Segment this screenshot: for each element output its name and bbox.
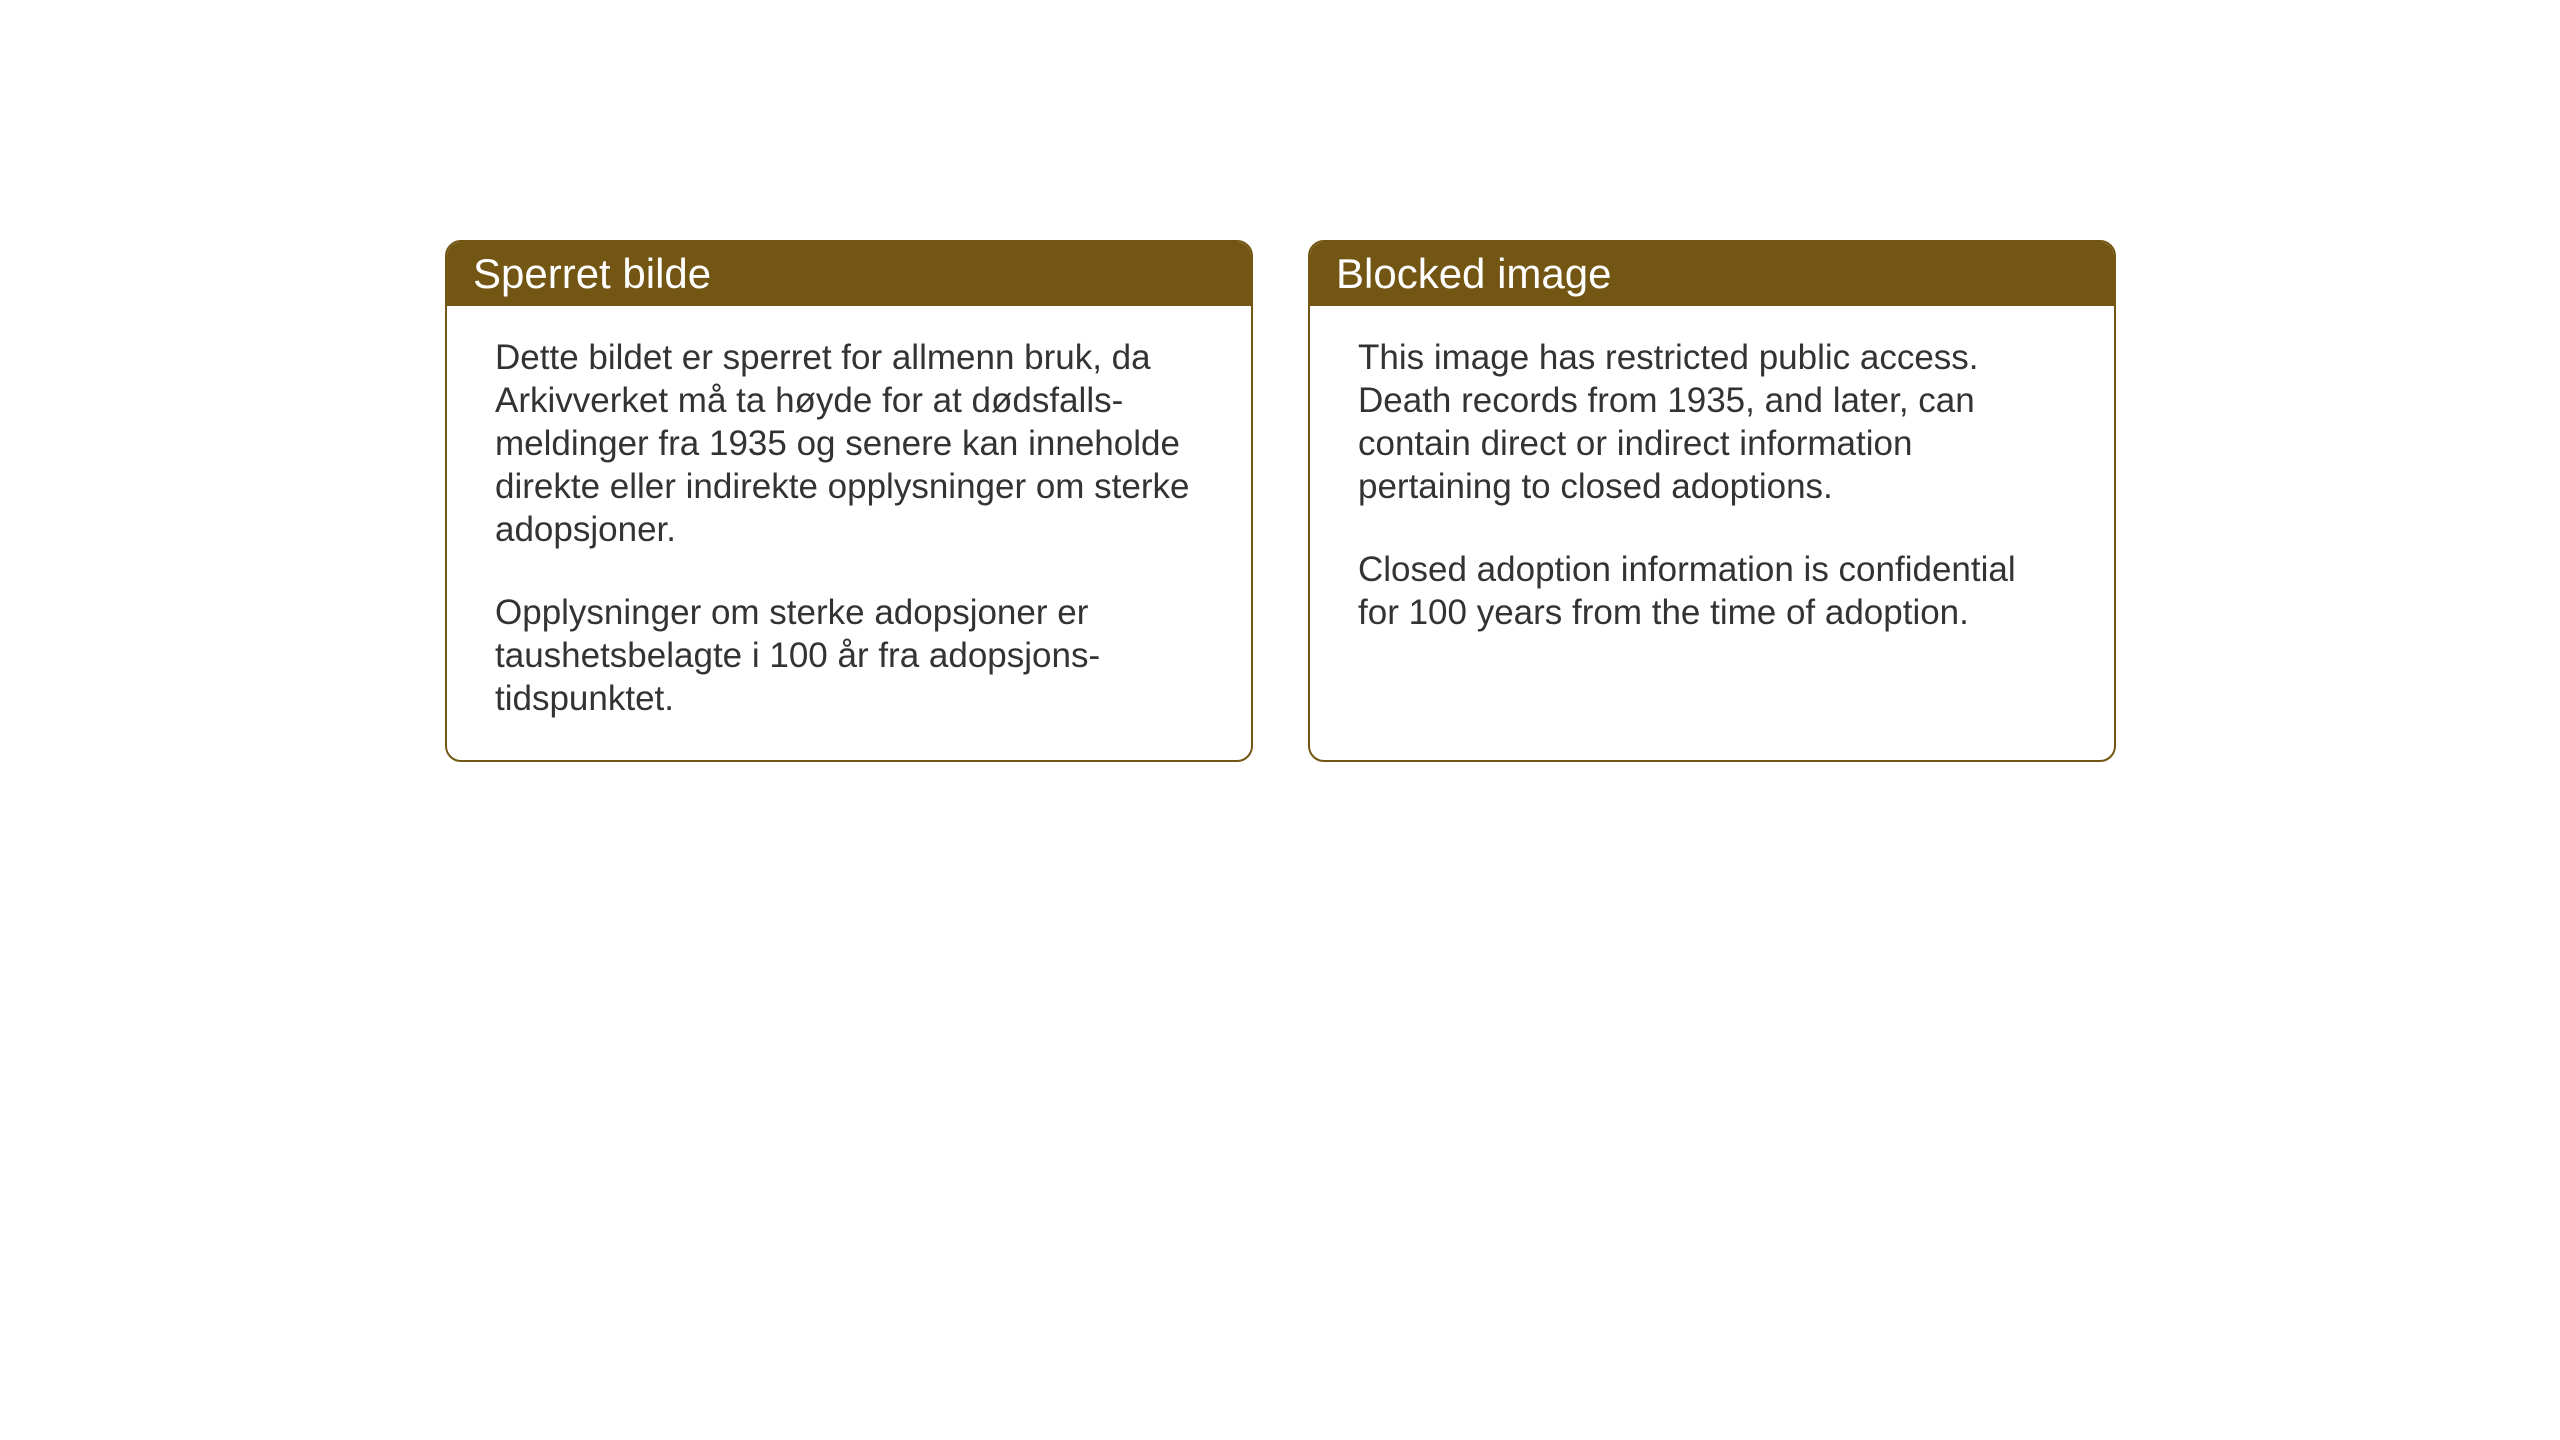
paragraph-english-1: This image has restricted public access.…: [1358, 336, 2066, 508]
notice-container: Sperret bilde Dette bildet er sperret fo…: [445, 240, 2116, 762]
card-header-english: Blocked image: [1310, 242, 2114, 306]
card-title-norwegian: Sperret bilde: [473, 250, 711, 297]
card-header-norwegian: Sperret bilde: [447, 242, 1251, 306]
paragraph-english-2: Closed adoption information is confident…: [1358, 548, 2066, 634]
card-body-norwegian: Dette bildet er sperret for allmenn bruk…: [447, 306, 1251, 760]
paragraph-norwegian-2: Opplysninger om sterke adopsjoner er tau…: [495, 591, 1203, 720]
card-body-english: This image has restricted public access.…: [1310, 306, 2114, 729]
notice-card-english: Blocked image This image has restricted …: [1308, 240, 2116, 762]
card-title-english: Blocked image: [1336, 250, 1611, 297]
notice-card-norwegian: Sperret bilde Dette bildet er sperret fo…: [445, 240, 1253, 762]
paragraph-norwegian-1: Dette bildet er sperret for allmenn bruk…: [495, 336, 1203, 551]
